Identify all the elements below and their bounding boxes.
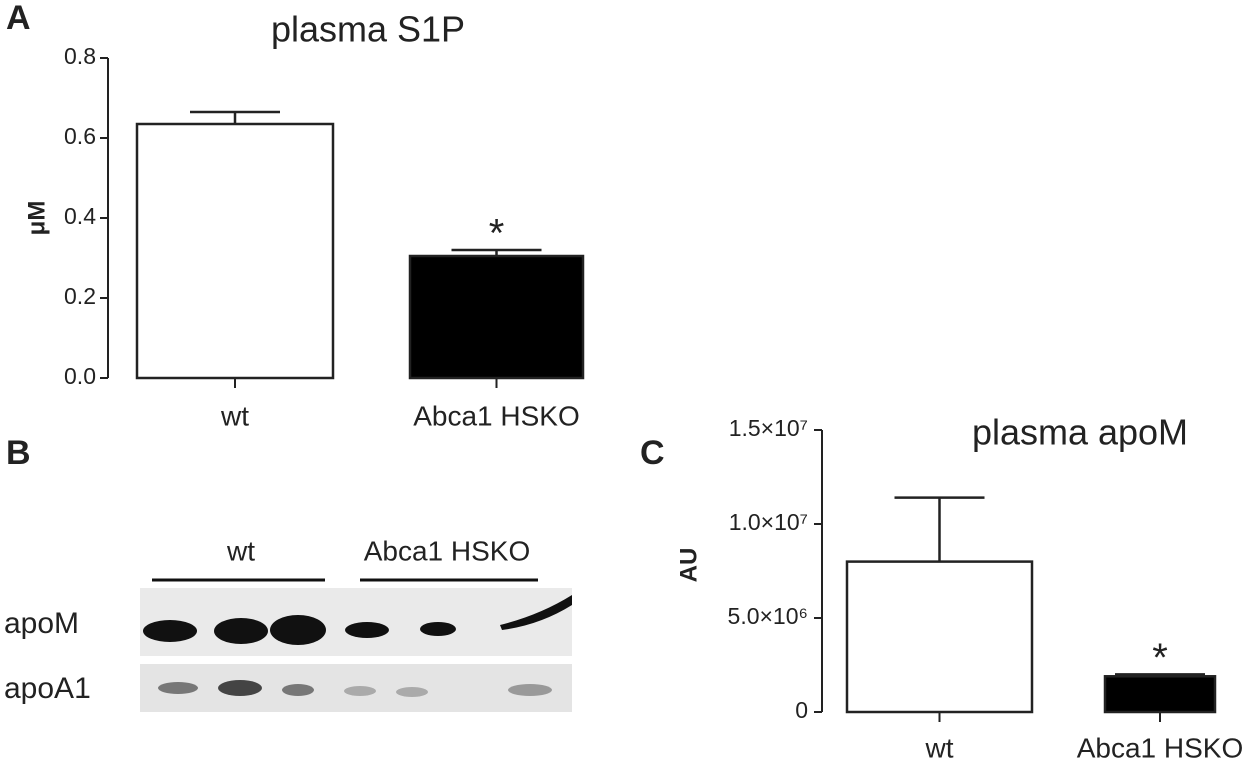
bar: [135, 122, 335, 380]
annotation: *: [489, 212, 505, 256]
bands: [143, 595, 572, 645]
bar: [845, 560, 1034, 714]
annotation: *: [1152, 636, 1168, 680]
y-axis-label: μM: [23, 201, 50, 236]
bar: [1103, 675, 1217, 714]
y-tick-label: 0.4: [64, 203, 96, 229]
panel-label: A: [6, 0, 31, 37]
y-tick-label: 0.0: [64, 363, 96, 389]
blot-group-label: Abca1 HSKO: [364, 535, 531, 566]
y-axis-label: AU: [675, 548, 702, 583]
blot-row-label: apoM: [4, 607, 79, 640]
y-tick-label: 1.5×10⁷: [729, 415, 808, 441]
x-tick-label: Abca1 HSKO: [1077, 732, 1244, 763]
blot-strip: [140, 588, 572, 656]
blot-group-label: wt: [226, 535, 255, 566]
chart-title: plasma S1P: [271, 9, 465, 50]
y-tick-label: 0.2: [64, 283, 96, 309]
chart-title: plasma apoM: [972, 412, 1188, 453]
x-tick-label: wt: [925, 732, 954, 763]
panel-label: B: [6, 434, 31, 472]
y-tick-label: 0.6: [64, 123, 96, 149]
x-tick-label: Abca1 HSKO: [413, 400, 580, 431]
y-tick-label: 0.8: [64, 43, 96, 69]
y-tick-label: 5.0×10⁶: [728, 603, 808, 629]
y-tick-label: 0: [795, 697, 808, 723]
y-tick-label: 1.0×10⁷: [729, 509, 808, 535]
blot-row-label: apoA1: [4, 672, 91, 705]
bands: [158, 680, 552, 697]
bar: [408, 254, 585, 380]
panel-label: C: [640, 434, 665, 472]
x-tick-label: wt: [220, 400, 249, 431]
